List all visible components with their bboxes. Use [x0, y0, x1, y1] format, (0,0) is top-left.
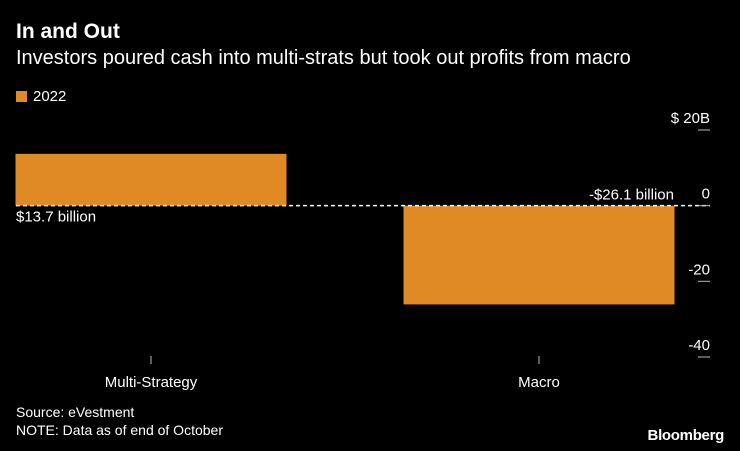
chart-subtitle: Investors poured cash into multi-strats …: [16, 47, 631, 69]
bar-multi-strategy: [15, 153, 287, 206]
data-label: -$26.1 billion: [589, 187, 674, 204]
bar-macro: [403, 205, 675, 305]
bloomberg-logo: Bloomberg: [647, 427, 725, 444]
data-label: $13.7 billion: [16, 209, 96, 226]
x-tick-label: Macro: [518, 374, 560, 391]
y-tick-label: 0: [702, 186, 710, 203]
data-note: NOTE: Data as of end of October: [16, 422, 223, 438]
chart-title: In and Out: [16, 20, 120, 43]
y-tick-label: $ 20B: [671, 110, 710, 127]
source-note: Source: eVestment: [16, 404, 135, 420]
x-tick-label: Multi-Strategy: [105, 374, 198, 391]
legend-swatch: [16, 91, 27, 102]
legend: 2022: [16, 88, 66, 105]
legend-label: 2022: [33, 88, 67, 105]
y-tick-label: -40: [688, 337, 710, 354]
y-tick-label: -20: [688, 261, 710, 278]
